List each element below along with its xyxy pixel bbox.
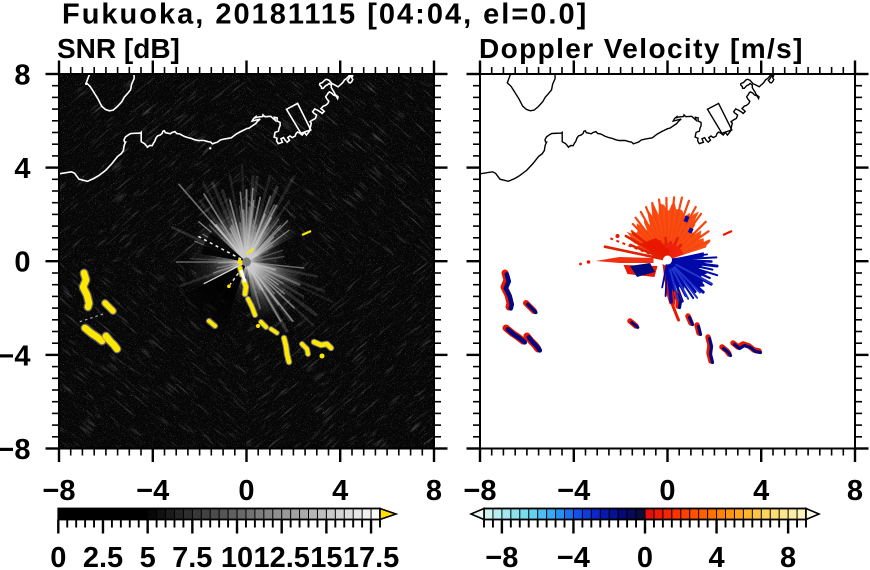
svg-text:−8: −8	[0, 434, 31, 466]
svg-text:12.5: 12.5	[253, 542, 309, 570]
svg-text:10: 10	[221, 542, 253, 570]
svg-text:4: 4	[14, 153, 30, 185]
svg-text:15: 15	[310, 542, 342, 570]
svg-text:0: 0	[659, 475, 675, 507]
svg-text:8: 8	[780, 542, 796, 570]
svg-text:17.5: 17.5	[343, 542, 399, 570]
svg-text:0: 0	[50, 542, 66, 570]
svg-text:−8: −8	[485, 542, 518, 570]
svg-text:SNR [dB]: SNR [dB]	[57, 33, 180, 64]
svg-text:8: 8	[14, 59, 30, 91]
svg-text:Doppler Velocity [m/s]: Doppler Velocity [m/s]	[479, 33, 804, 64]
svg-text:−4: −4	[557, 475, 590, 507]
svg-text:8: 8	[426, 475, 442, 507]
svg-text:−4: −4	[0, 340, 31, 372]
svg-text:−4: −4	[136, 475, 169, 507]
svg-text:2.5: 2.5	[83, 542, 123, 570]
svg-text:−8: −8	[463, 475, 496, 507]
svg-text:8: 8	[847, 475, 863, 507]
svg-text:4: 4	[332, 475, 348, 507]
svg-text:7.5: 7.5	[172, 542, 212, 570]
svg-text:4: 4	[753, 475, 769, 507]
svg-text:Fukuoka, 20181115 [04:04, el=0: Fukuoka, 20181115 [04:04, el=0.0]	[62, 0, 588, 31]
svg-text:4: 4	[709, 542, 725, 570]
svg-text:0: 0	[14, 247, 30, 279]
svg-text:0: 0	[238, 475, 254, 507]
svg-text:−4: −4	[557, 542, 590, 570]
svg-text:5: 5	[140, 542, 156, 570]
svg-text:−8: −8	[42, 475, 75, 507]
svg-text:0: 0	[637, 542, 653, 570]
